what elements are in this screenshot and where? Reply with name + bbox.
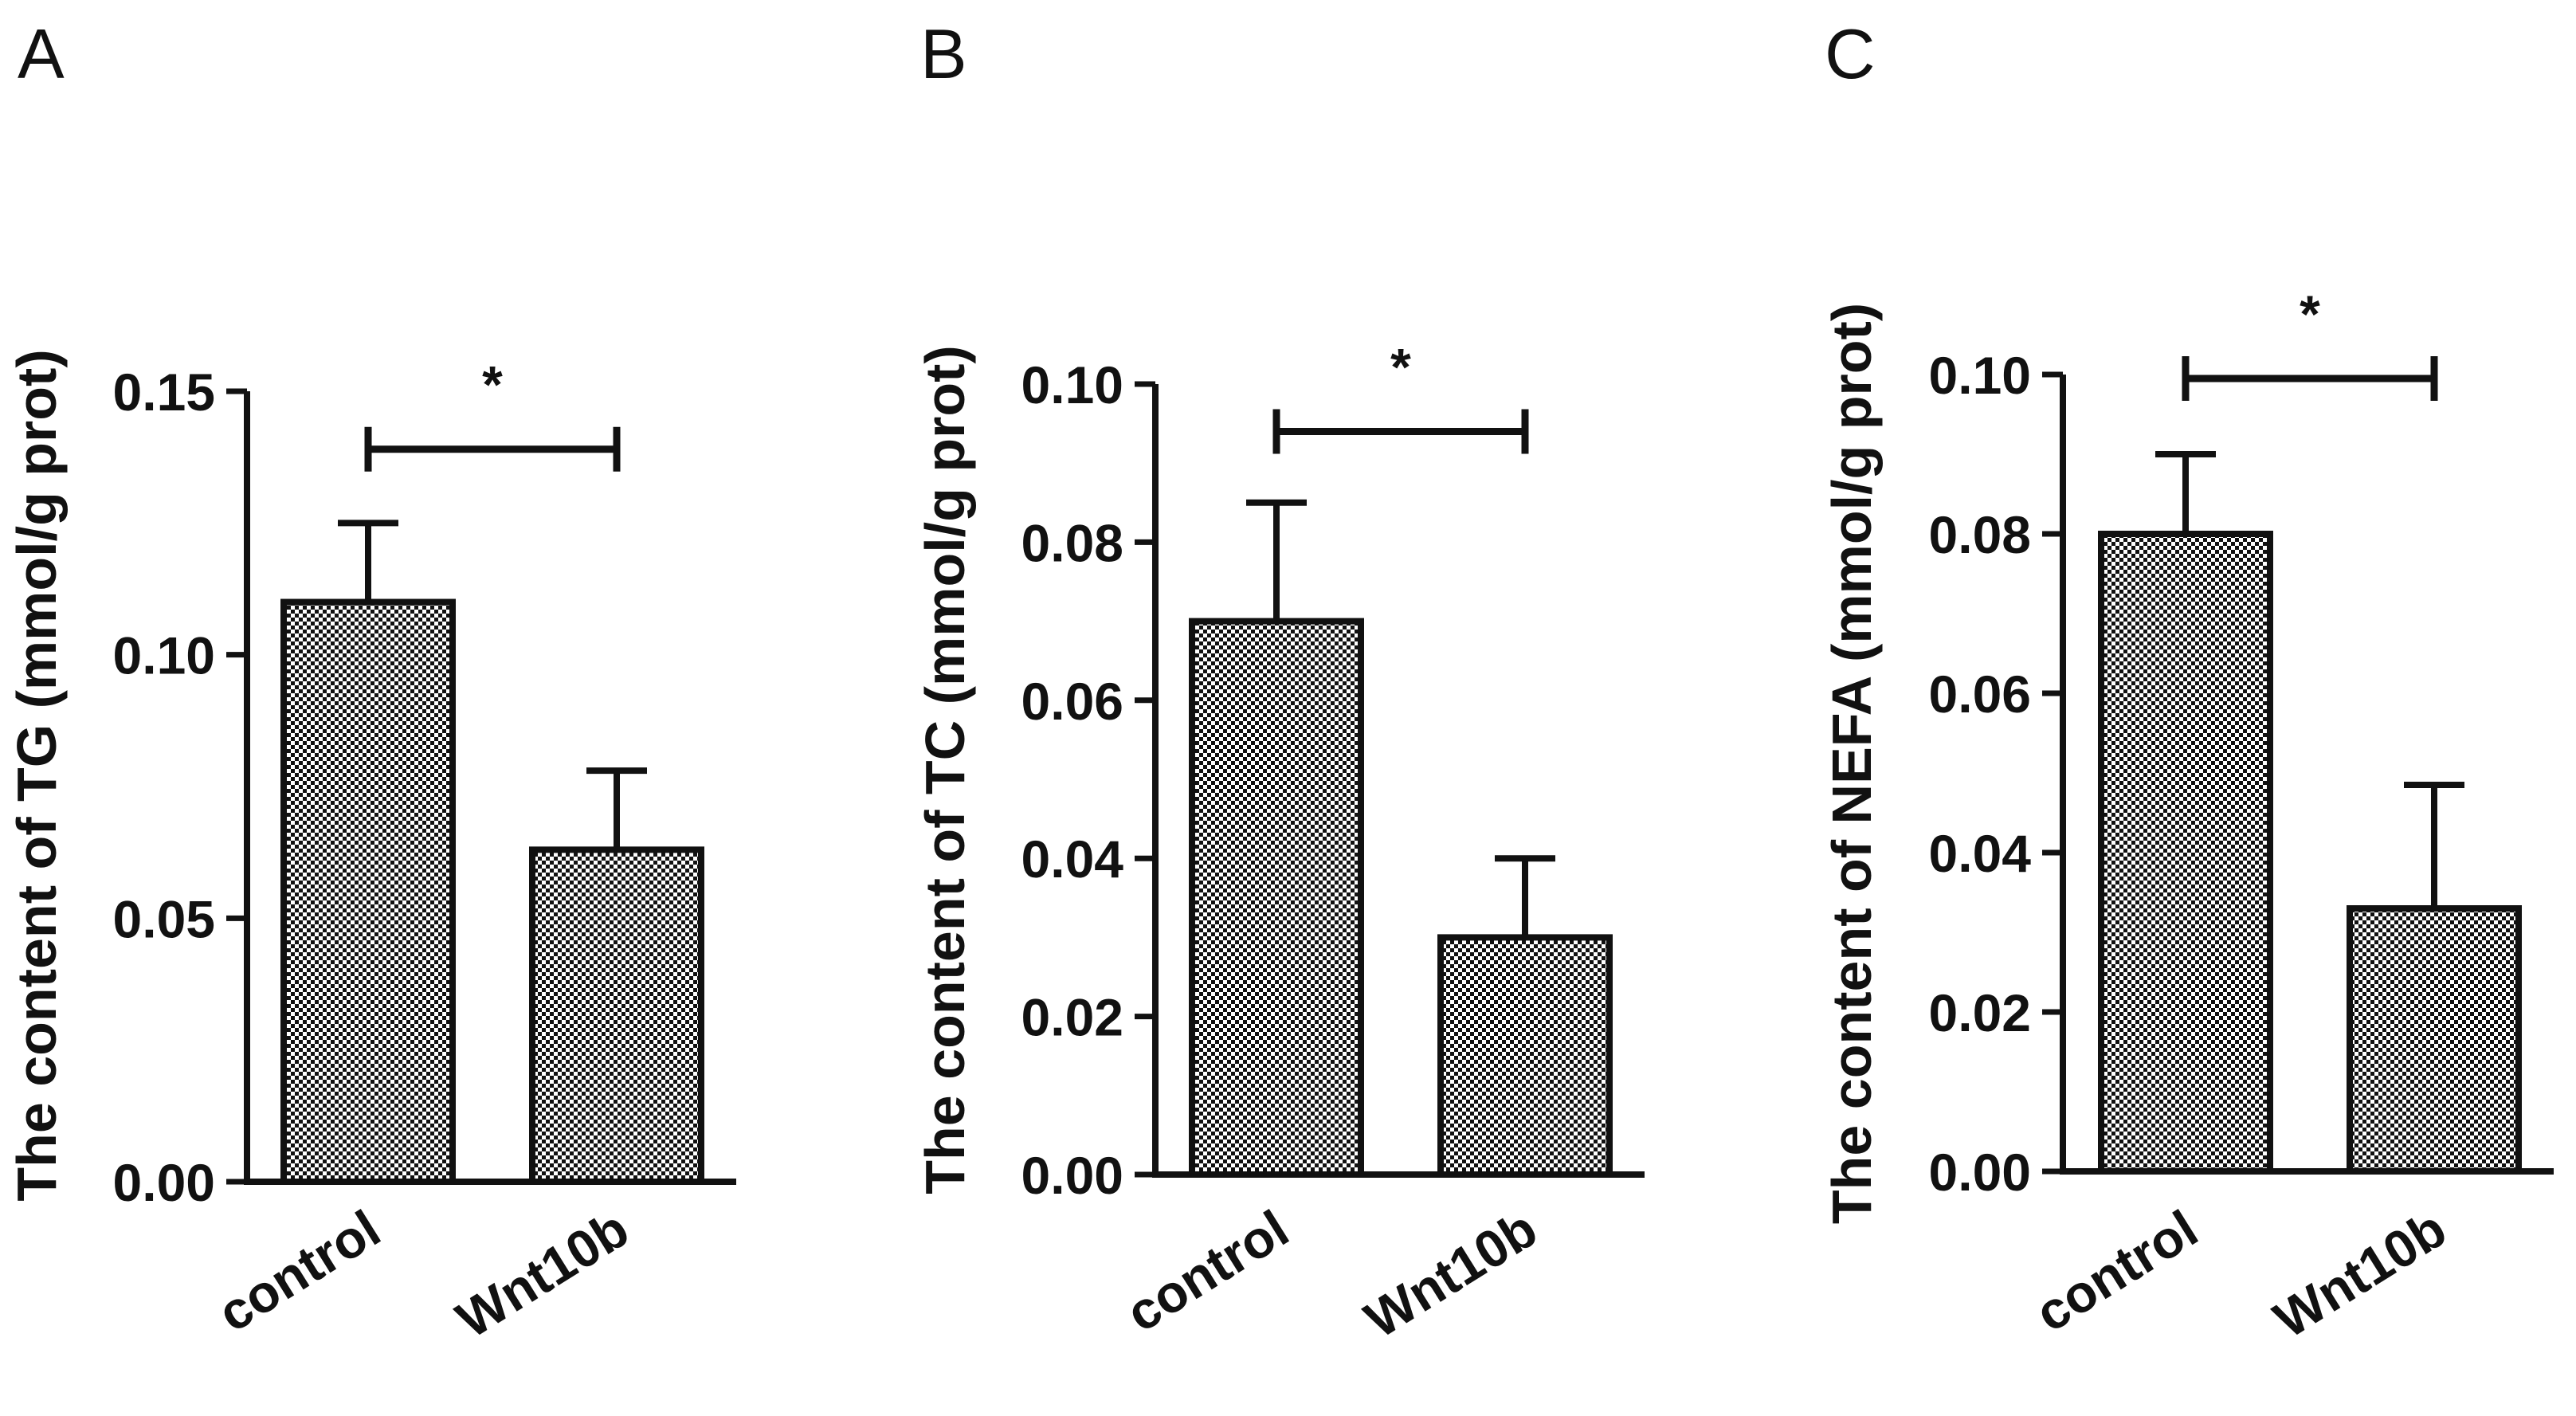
panel-a-significance-star: *	[482, 355, 503, 414]
panel-c-y-tick-label: 0.04	[1929, 824, 2032, 883]
panel-b: B 0.00 0.02 0.04 0.06 0.08 0.10 The content of…	[914, 14, 1645, 1349]
panel-b-y-tick-label: 0.06	[1021, 672, 1123, 731]
panel-c-category-label: Wnt10b	[2264, 1198, 2456, 1349]
panel-a-bar-control	[280, 598, 456, 1185]
panel-c-y-tick-label: 0.06	[1929, 665, 2031, 724]
panel-a-bar-wnt10b	[529, 846, 704, 1185]
panel-c-y-tick-label: 0.10	[1929, 346, 2031, 405]
panel-b-y-axis-label: The content of TC (mmol/g prot)	[914, 345, 976, 1194]
panel-c-y-axis-label: The content of NEFA (mmol/g prot)	[1821, 303, 1883, 1224]
panel-c-category-label: control	[2025, 1198, 2208, 1343]
panel-a-y-tick-label: 0.15	[113, 363, 215, 422]
panel-c-y-tick-label: 0.02	[1929, 983, 2031, 1042]
panel-b-significance-star: *	[1390, 338, 1411, 397]
panel-b-category-label: Wnt10b	[1355, 1198, 1547, 1349]
panel-a-y-axis-label: The content of TG (mmol/g prot)	[6, 349, 68, 1201]
panel-letter-a: A	[18, 14, 65, 93]
panel-a: A 0.00 0.05 0.10 0.15 The content of TG (mmo…	[6, 14, 736, 1349]
panel-a-category-label: Wnt10b	[446, 1198, 638, 1349]
panel-b-bar-wnt10b	[1437, 934, 1613, 1179]
panel-b-y-tick-label: 0.02	[1021, 988, 1123, 1047]
panel-c-significance-star: *	[2300, 284, 2320, 343]
panel-letter-c: C	[1825, 14, 1876, 93]
panel-b-y-tick-label: 0.00	[1021, 1146, 1123, 1205]
panel-c-bar-control	[2098, 531, 2273, 1175]
panel-a-category-label: control	[208, 1198, 390, 1343]
panel-b-bar-control	[1189, 618, 1364, 1178]
panel-b-y-tick-label: 0.10	[1021, 355, 1123, 414]
panel-c: C 0.00 0.02 0.04 0.06 0.08 0.10 The content of…	[1821, 14, 2554, 1349]
panel-c-y-tick-label: 0.00	[1929, 1143, 2031, 1202]
panel-b-y-tick-label: 0.04	[1021, 830, 1124, 888]
panel-a-y-tick-label: 0.10	[113, 626, 215, 685]
panel-letter-b: B	[920, 14, 967, 93]
panel-a-y-tick-label: 0.05	[113, 889, 215, 948]
panel-b-category-label: control	[1116, 1198, 1299, 1343]
panel-c-bar-wnt10b	[2347, 905, 2522, 1175]
panel-a-y-tick-label: 0.00	[113, 1153, 215, 1212]
panel-b-y-tick-label: 0.08	[1021, 513, 1123, 572]
panel-c-y-tick-label: 0.08	[1929, 505, 2031, 564]
